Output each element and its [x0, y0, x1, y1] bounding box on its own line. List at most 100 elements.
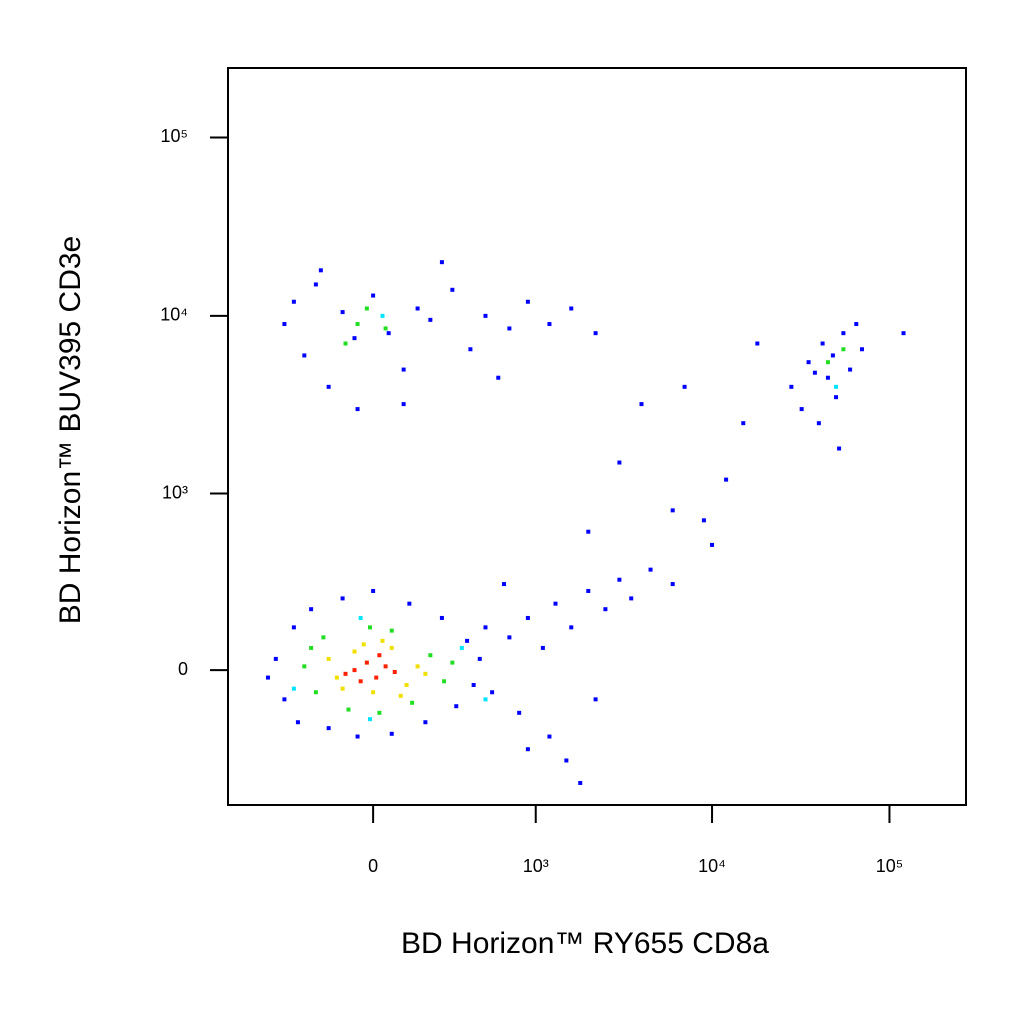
data-point [789, 384, 794, 389]
data-point [343, 341, 348, 346]
data-point [648, 567, 653, 572]
data-point [806, 360, 811, 365]
data-point [302, 353, 307, 358]
data-point [825, 360, 830, 365]
data-point [380, 638, 385, 643]
data-point [710, 542, 715, 547]
data-point [343, 671, 348, 676]
data-point [428, 317, 433, 322]
data-point [361, 642, 366, 647]
y-tick-label: 10³ [162, 482, 188, 502]
data-point [701, 518, 706, 523]
data-point [439, 260, 444, 265]
data-point [389, 628, 394, 633]
data-point [525, 299, 530, 304]
data-point [291, 625, 296, 630]
data-point [617, 577, 622, 582]
data-point [507, 635, 512, 640]
data-point [404, 682, 409, 687]
data-point [834, 395, 839, 400]
data-point [459, 645, 464, 650]
data-point [386, 331, 391, 336]
data-point [340, 596, 345, 601]
data-point [340, 686, 345, 691]
data-point [848, 367, 853, 372]
y-tick-label: 0 [178, 659, 188, 679]
data-point [313, 690, 318, 695]
data-point [364, 660, 369, 665]
data-point [682, 384, 687, 389]
data-point [309, 607, 314, 612]
data-point [410, 700, 415, 705]
data-point [629, 596, 634, 601]
data-point [901, 331, 906, 336]
data-point [586, 588, 591, 593]
data-point [442, 679, 447, 684]
data-point [471, 682, 476, 687]
data-point [670, 508, 675, 513]
data-point [837, 446, 842, 451]
data-point [415, 664, 420, 669]
data-point [450, 287, 455, 292]
data-point [593, 331, 598, 336]
data-point [346, 707, 351, 712]
data-point [670, 582, 675, 587]
data-point [755, 341, 760, 346]
data-point [547, 734, 552, 739]
data-point [407, 601, 412, 606]
data-point [859, 347, 864, 352]
data-point [326, 384, 331, 389]
data-point [367, 717, 372, 722]
data-point [454, 704, 459, 709]
data-point [830, 353, 835, 358]
data-point [812, 370, 817, 375]
data-point [355, 734, 360, 739]
y-tick-label: 10⁵ [161, 126, 188, 146]
data-point [392, 669, 397, 674]
data-point [490, 690, 495, 695]
data-point [291, 686, 296, 691]
data-point [355, 407, 360, 412]
data-point [295, 720, 300, 725]
data-point [321, 635, 326, 640]
data-point [313, 282, 318, 287]
data-point [724, 477, 729, 482]
data-point [841, 347, 846, 352]
data-point [439, 615, 444, 620]
data-point [389, 731, 394, 736]
data-point [377, 710, 382, 715]
data-point [352, 668, 357, 673]
data-point [415, 306, 420, 311]
data-point [371, 690, 376, 695]
data-point [380, 313, 385, 318]
data-point [371, 588, 376, 593]
data-point [383, 664, 388, 669]
x-axis-title: BD Horizon™ RY655 CD8a [401, 927, 769, 960]
data-point [502, 582, 507, 587]
data-point [593, 697, 598, 702]
data-point [517, 710, 522, 715]
data-point [496, 375, 501, 380]
x-tick-label: 10⁴ [698, 856, 726, 876]
data-point [483, 313, 488, 318]
data-point [825, 375, 830, 380]
data-point [428, 653, 433, 658]
data-point [820, 341, 825, 346]
data-point [547, 322, 552, 327]
data-point [318, 268, 323, 273]
data-point [309, 645, 314, 650]
data-point [603, 607, 608, 612]
data-point [423, 720, 428, 725]
data-point [569, 625, 574, 630]
data-point [483, 625, 488, 630]
data-point [525, 747, 530, 752]
data-point [799, 407, 804, 412]
data-point [377, 653, 382, 658]
plot-frame [227, 67, 967, 806]
data-point [854, 322, 859, 327]
data-point [540, 645, 545, 650]
y-tick-label: 10⁴ [160, 305, 188, 325]
data-point [586, 529, 591, 534]
